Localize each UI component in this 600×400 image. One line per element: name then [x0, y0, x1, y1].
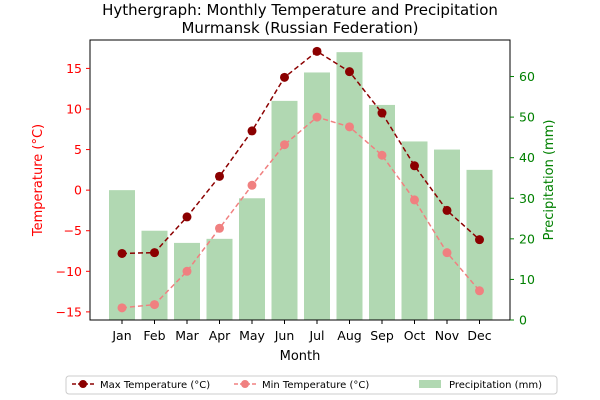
x-tick-label: Apr [209, 328, 231, 343]
max-temperature-point-jun [280, 72, 289, 82]
max-temperature-series [117, 46, 484, 258]
legend-min-marker [241, 380, 249, 388]
left-tick-label: 0 [74, 183, 82, 198]
left-tick-label: −10 [56, 264, 82, 279]
max-temperature-point-sep [377, 108, 387, 118]
max-temperature-point-mar [182, 212, 192, 222]
max-temperature-point-jan [117, 248, 127, 258]
max-temperature-point-apr [215, 171, 224, 181]
legend-precip-swatch [419, 380, 441, 388]
min-temperature-point-mar [182, 266, 192, 276]
x-axis-label: Month [280, 349, 321, 364]
right-tick-label: 40 [519, 150, 535, 165]
right-tick-label: 20 [519, 231, 535, 246]
x-tick-label: Jan [111, 328, 131, 343]
min-temperature-point-jun [280, 140, 289, 150]
x-tick-label: Nov [435, 328, 460, 343]
min-temperature-point-feb [150, 300, 159, 310]
precipitation-bar-dec [466, 169, 493, 320]
max-temperature-line [121, 50, 481, 255]
chart-title: Hythergraph: Monthly Temperature and Pre… [102, 1, 498, 19]
min-temperature-point-nov [442, 248, 452, 258]
x-tick-label: Mar [175, 328, 199, 343]
min-temperature-point-jan [117, 303, 127, 313]
left-tick-label: −15 [56, 304, 82, 319]
right-tick-label: 10 [519, 272, 535, 287]
min-temperature-point-apr [215, 223, 224, 233]
x-tick-label: Jun [274, 328, 295, 343]
precipitation-bar-aug [336, 52, 363, 320]
max-temperature-point-aug [345, 67, 354, 77]
plot-frame [89, 39, 511, 321]
legend-precip-label: Precipitation (mm) [449, 380, 542, 391]
precipitation-bar-nov [434, 149, 460, 320]
min-temperature-line [121, 116, 481, 309]
precipitation-bar-oct [401, 141, 428, 320]
left-tick-label: −5 [64, 223, 82, 238]
right-tick-label: 60 [519, 69, 535, 84]
chart-subtitle: Murmansk (Russian Federation) [181, 19, 418, 37]
min-temperature-point-aug [345, 122, 354, 132]
precipitation-bar-mar [174, 242, 200, 320]
precipitation-bars [109, 52, 493, 320]
precipitation-bar-jul [304, 72, 330, 320]
precipitation-bar-sep [369, 104, 395, 320]
right-tick-label: 0 [519, 313, 527, 328]
precipitation-bar-may [239, 198, 265, 320]
legend-max-label: Max Temperature (°C) [100, 380, 210, 391]
legend-min-label: Min Temperature (°C) [262, 380, 369, 391]
x-axis: Jan Feb Mar Apr May Jun Jul Aug Sep Oct Nov Dec [111, 320, 492, 343]
right-y-axis-label: Precipitation (mm) [542, 120, 557, 241]
max-temperature-point-jul [312, 46, 322, 56]
max-temperature-point-oct [410, 161, 419, 171]
legend-max-marker [79, 380, 87, 388]
left-y-axis-label: Temperature (°C) [31, 124, 46, 237]
max-temperature-point-nov [442, 205, 452, 215]
min-temperature-point-jul [312, 112, 322, 122]
left-tick-label: 5 [74, 142, 82, 157]
legend: Max Temperature (°C) Min Temperature (°C… [65, 375, 558, 395]
min-temperature-point-oct [410, 195, 419, 205]
x-tick-label: May [239, 328, 265, 343]
left-tick-label: 15 [66, 61, 82, 76]
x-tick-label: Dec [467, 328, 491, 343]
precipitation-bar-apr [206, 238, 233, 320]
right-y-axis: 0 10 20 30 40 50 60 [510, 69, 535, 328]
right-tick-label: 50 [519, 110, 535, 125]
max-temperature-point-feb [150, 248, 159, 258]
max-temperature-point-may [247, 126, 257, 136]
min-temperature-point-dec [475, 286, 484, 296]
min-temperature-series [117, 112, 484, 313]
precipitation-bar-jun [271, 100, 298, 320]
x-tick-label: Sep [370, 328, 394, 343]
left-y-axis: −15 −10 −5 0 5 10 15 [56, 61, 90, 319]
x-tick-label: Oct [404, 328, 426, 343]
min-temperature-point-sep [377, 150, 387, 160]
left-tick-label: 10 [66, 101, 82, 116]
x-tick-label: Feb [143, 328, 165, 343]
max-temperature-point-dec [475, 235, 484, 245]
right-tick-label: 30 [519, 191, 535, 206]
min-temperature-point-may [247, 180, 257, 190]
x-tick-label: Jul [308, 328, 324, 343]
x-tick-label: Aug [337, 328, 361, 343]
